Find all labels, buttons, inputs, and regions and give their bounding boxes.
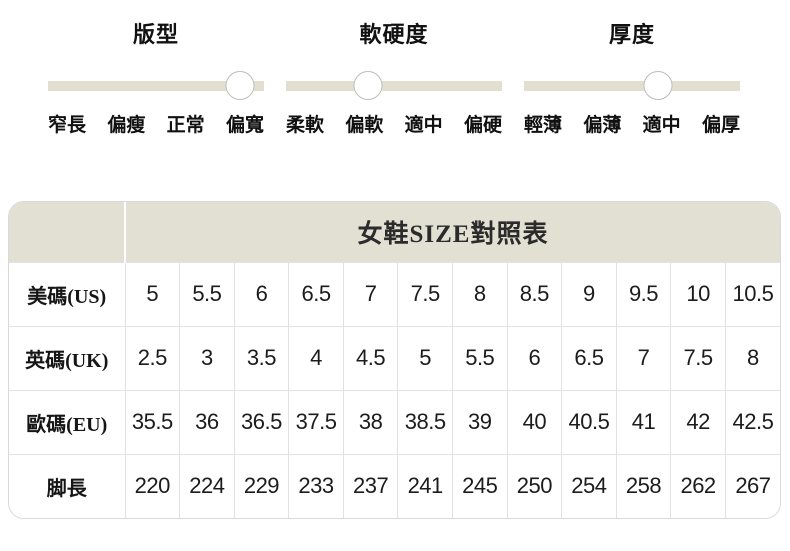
table-cell: 38.5 [397, 389, 453, 454]
attribute-sliders: 版型 窄長 偏瘦 正常 偏寬 軟硬度 柔軟 偏軟 適中 偏硬 厚度 [0, 0, 790, 137]
row-header-footlength: 脚長 [9, 453, 125, 518]
table-cell: 35.5 [124, 389, 180, 454]
slider-thickness: 厚度 輕薄 偏薄 適中 偏厚 [524, 12, 740, 137]
table-cell: 41 [615, 389, 671, 454]
table-cell: 7.5 [670, 325, 726, 390]
slider-scale-label: 偏軟 [345, 115, 384, 136]
table-cell: 229 [233, 453, 289, 518]
table-cell: 9 [561, 261, 617, 326]
table-cell: 6.5 [561, 325, 617, 390]
slider-scale-label: 輕薄 [524, 115, 563, 136]
table-cell: 250 [506, 453, 562, 518]
row-header-eu: 歐碼(EU) [9, 389, 125, 454]
slider-thickness-title: 厚度 [608, 22, 655, 47]
table-cell: 254 [561, 453, 617, 518]
table-cell: 8 [451, 261, 508, 326]
table-row-eu: 歐碼(EU) 35.5 36 36.5 37.5 38 38.5 39 40 4… [9, 389, 780, 454]
slider-scale-label: 偏寬 [225, 115, 264, 136]
row-header-uk: 英碼(UK) [9, 325, 125, 390]
slider-knob[interactable] [225, 71, 255, 100]
table-cell: 42.5 [724, 389, 780, 454]
row-header-us: 美碼(US) [9, 261, 125, 326]
table-cell: 233 [288, 453, 344, 518]
slider-scale-label: 偏硬 [463, 115, 502, 136]
slider-knob[interactable] [643, 71, 673, 100]
table-title: 女鞋SIZE對照表 [124, 202, 780, 262]
table-cell: 241 [397, 453, 453, 518]
table-cell: 6 [506, 325, 562, 390]
table-cell: 258 [615, 453, 671, 518]
table-cell: 8 [724, 325, 780, 390]
slider-fit-scale: 窄長 偏瘦 正常 偏寬 [48, 110, 264, 137]
slider-scale-label: 偏厚 [701, 115, 740, 136]
slider-fit: 版型 窄長 偏瘦 正常 偏寬 [48, 12, 264, 137]
table-cell: 5.5 [451, 325, 508, 390]
table-row-us: 美碼(US) 5 5.5 6 6.5 7 7.5 8 8.5 9 9.5 10 … [9, 261, 780, 326]
table-corner-cell [9, 202, 125, 262]
table-cell: 5.5 [179, 261, 235, 326]
table-cell: 6 [233, 261, 289, 326]
slider-knob[interactable] [353, 71, 383, 100]
slider-scale-label: 柔軟 [286, 115, 325, 136]
table-cell: 2.5 [124, 325, 180, 390]
table-cell: 267 [724, 453, 780, 518]
table-cell: 3 [179, 325, 235, 390]
slider-track[interactable] [524, 81, 740, 91]
slider-scale-label: 偏瘦 [107, 115, 146, 136]
table-cell: 245 [451, 453, 508, 518]
slider-thickness-control [524, 71, 740, 101]
table-row-footlength: 脚長 220 224 229 233 237 241 245 250 254 2… [9, 453, 780, 518]
table-cell: 37.5 [288, 389, 344, 454]
table-cell: 4.5 [342, 325, 398, 390]
slider-fit-title: 版型 [132, 22, 179, 47]
table-cell: 42 [670, 389, 726, 454]
table-cell: 10 [670, 261, 726, 326]
slider-scale-label: 偏薄 [583, 115, 622, 136]
table-cell: 5 [397, 325, 453, 390]
slider-scale-label: 適中 [404, 115, 443, 136]
slider-softness-title: 軟硬度 [359, 22, 429, 47]
table-row-uk: 英碼(UK) 2.5 3 3.5 4 4.5 5 5.5 6 6.5 7 7.5… [9, 325, 780, 390]
slider-scale-label: 正常 [166, 115, 205, 136]
slider-track[interactable] [286, 81, 502, 91]
table-cell: 4 [288, 325, 344, 390]
slider-softness-scale: 柔軟 偏軟 適中 偏硬 [286, 110, 502, 137]
table-cell: 224 [179, 453, 235, 518]
slider-track[interactable] [48, 81, 264, 91]
table-cell: 6.5 [288, 261, 344, 326]
table-cell: 262 [670, 453, 726, 518]
table-cell: 5 [124, 261, 180, 326]
slider-softness: 軟硬度 柔軟 偏軟 適中 偏硬 [286, 12, 502, 137]
slider-scale-label: 窄長 [48, 115, 87, 136]
table-cell: 36 [179, 389, 235, 454]
table-cell: 220 [124, 453, 180, 518]
table-cell: 7 [615, 325, 671, 390]
table-cell: 40 [506, 389, 562, 454]
slider-thickness-scale: 輕薄 偏薄 適中 偏厚 [524, 110, 740, 137]
table-cell: 10.5 [724, 261, 780, 326]
table-cell: 40.5 [561, 389, 617, 454]
table-cell: 36.5 [233, 389, 289, 454]
table-cell: 7.5 [397, 261, 453, 326]
table-cell: 3.5 [233, 325, 289, 390]
slider-softness-control [286, 71, 502, 101]
slider-scale-label: 適中 [642, 115, 681, 136]
table-cell: 39 [451, 389, 508, 454]
size-table: 女鞋SIZE對照表 美碼(US) 5 5.5 6 6.5 7 7.5 8 8.5… [8, 201, 781, 519]
table-cell: 9.5 [615, 261, 671, 326]
table-header-row: 女鞋SIZE對照表 [9, 202, 780, 262]
table-cell: 38 [342, 389, 398, 454]
table-cell: 237 [342, 453, 398, 518]
table-cell: 7 [342, 261, 398, 326]
table-cell: 8.5 [506, 261, 562, 326]
slider-fit-control [48, 71, 264, 101]
